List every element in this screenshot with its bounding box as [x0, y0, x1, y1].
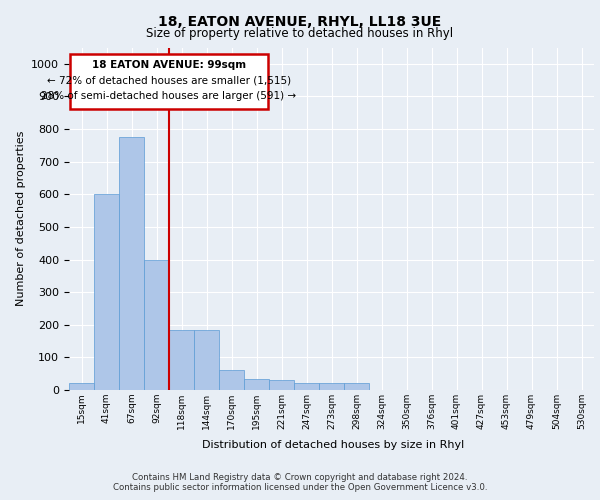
Text: 18, EATON AVENUE, RHYL, LL18 3UE: 18, EATON AVENUE, RHYL, LL18 3UE — [158, 15, 442, 29]
Text: Distribution of detached houses by size in Rhyl: Distribution of detached houses by size … — [202, 440, 464, 450]
Bar — [69, 384, 94, 390]
Bar — [144, 260, 169, 390]
Text: 18 EATON AVENUE: 99sqm: 18 EATON AVENUE: 99sqm — [92, 60, 246, 70]
Text: Contains HM Land Registry data © Crown copyright and database right 2024.
Contai: Contains HM Land Registry data © Crown c… — [113, 473, 487, 492]
Bar — [119, 137, 144, 390]
Bar — [294, 384, 319, 390]
Bar — [219, 370, 244, 390]
Bar — [319, 384, 344, 390]
Bar — [194, 330, 219, 390]
Bar — [269, 380, 294, 390]
Bar — [344, 384, 369, 390]
Text: Size of property relative to detached houses in Rhyl: Size of property relative to detached ho… — [146, 28, 454, 40]
Bar — [94, 194, 119, 390]
Bar — [169, 330, 194, 390]
Text: 28% of semi-detached houses are larger (591) →: 28% of semi-detached houses are larger (… — [41, 90, 296, 101]
Y-axis label: Number of detached properties: Number of detached properties — [16, 131, 26, 306]
Bar — [244, 378, 269, 390]
Text: ← 72% of detached houses are smaller (1,515): ← 72% of detached houses are smaller (1,… — [47, 75, 291, 85]
FancyBboxPatch shape — [70, 54, 268, 109]
